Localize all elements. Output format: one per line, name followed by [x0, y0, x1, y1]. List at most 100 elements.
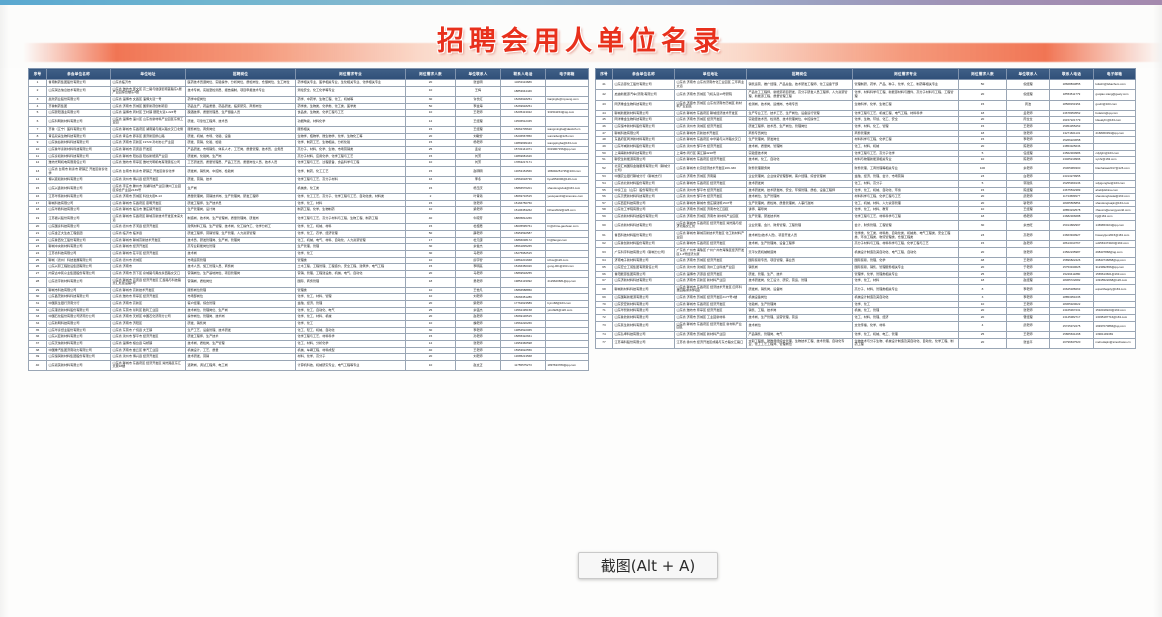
cell-company: 山东颐阳酒业有限公司 [46, 109, 111, 117]
cell-index: 6 [28, 115, 47, 128]
cell-position: 市场部岗位 [185, 293, 296, 302]
cell-index: 21 [28, 230, 47, 238]
cell-position: 生产管理岗、质检岗、质量管理岗、人事行政岗 [746, 199, 853, 208]
cell-address: 山东省 济南市 高新区 新材料产业园 [674, 277, 747, 285]
cell-phone: 18553511779 [1049, 89, 1094, 101]
table-row: 2 山东润达信息技术有限公司 山东省 潍坊市 奎文区 高二路与健康街南首路东1层产业… [28, 85, 589, 97]
cell-contact: 周洁 [1006, 99, 1050, 111]
cell-position: 研发工程师、技术员、生产岗位、管理岗位 [746, 123, 853, 131]
cell-contact: 刘敏智 [455, 132, 501, 141]
cell-company: 聊城新材料科技有限公司 [612, 283, 675, 296]
cell-company: 鲁南制药集团股份有限公司 [46, 79, 111, 87]
cell-count: 10 [405, 256, 456, 265]
cell-contact: 王梅 [455, 85, 501, 97]
cell-address: 山东省 聊城市 东昌府区 经济开发区 [674, 179, 747, 188]
cell-position: 生产工艺、设备管理、技术研发 [185, 326, 296, 335]
page-edge-left [0, 5, 9, 617]
cell-index: 66 [595, 270, 613, 279]
cell-company: 同洋重金生物科技有限公司 [612, 116, 675, 125]
cell-major: 化学、化工、机械、电工、管理 [852, 330, 959, 339]
cell-email: 1532018223@163.com [1093, 307, 1136, 315]
cell-email [1093, 300, 1136, 309]
cell-position: 生产管理、研发技术岗 [746, 213, 853, 221]
cell-count: 8 [958, 283, 1007, 296]
cell-address: 山东省 聊城市 东昌府区 经济开发区 湖光路与经济北路交汇处 [674, 219, 747, 232]
cell-position: 研发、管理、生产、技术 [746, 270, 853, 279]
cell-position: 技术人员、施工管理人员、商务岗 [185, 263, 296, 271]
cell-contact: 张老师 [455, 339, 501, 348]
cell-major: 机械设计制造及其自动化、电气工程、自动化 [852, 246, 959, 259]
cell-index: 51 [595, 156, 613, 164]
table-row: 52 北京汇城国际金融服务有限公司（聊城分公司） 山东省 聊城市 北京经济技术开发区… [595, 162, 1136, 175]
cell-email: hjj@163.com [1093, 213, 1136, 221]
cell-index: 49 [595, 143, 613, 151]
cell-major: 化学、化工 [295, 320, 406, 328]
table-row: 29 聊城市科技有限公司 山东省 聊城市 高新技术开发区 服务岗位管理 管理类 10 王怡凡… [28, 286, 589, 295]
col-header-major: 岗位需求专业 [295, 68, 406, 80]
cell-email [545, 293, 589, 302]
cell-phone: 16796637520 [1049, 337, 1094, 349]
cell-count: 18 [958, 277, 1007, 285]
table-row: 10 山东鲁华泰新材料科技有限公司 山东省 聊城市 高唐县 开发区 产品研发、市场销售… [28, 146, 589, 154]
cell-index: 77 [595, 337, 613, 349]
cell-email [1093, 143, 1136, 151]
cell-major: 化学工程与工艺、高分子化学 [852, 149, 959, 158]
table-row: 15 山东兴鑫新材料有限公司 山东省 枣庄市 滕州市 滨湖科技产业园 滕州工业园区综… [28, 182, 589, 195]
recruiter-table-left: 序号 参会单位名称 单位地址 招聘岗位 岗位需求专业 岗位需求人数 单位联系人 … [28, 68, 589, 372]
cell-phone: 13053154566 [500, 165, 546, 178]
cell-index: 71 [595, 307, 613, 315]
cell-email [545, 286, 589, 295]
cell-phone: 13506512345 [500, 115, 546, 128]
cell-phone: 15269918251 [500, 102, 546, 111]
cell-count: 15 [405, 182, 456, 195]
cell-phone: 15865631268 [1049, 330, 1094, 339]
cell-company: 济南电子新材料有限公司 [612, 257, 675, 265]
cell-index: 42 [595, 89, 613, 101]
cell-index: 59 [595, 213, 613, 221]
cell-position: 生产管理岗、设计岗 [185, 206, 296, 215]
cell-index: 50 [595, 149, 613, 158]
cell-major: 财务管理、工商管理等相关专业 [852, 162, 959, 175]
cell-address: 山东省 滨州市 邹平市 经济开发区 [110, 333, 186, 341]
cell-index: 8 [28, 132, 47, 141]
banner-gradient-band [0, 43, 1162, 62]
cell-count: 40 [405, 213, 456, 225]
cell-phone: 15725372275 [1049, 320, 1094, 332]
cell-address: 山东省 济南市 历城区 济南路 [674, 173, 747, 181]
col-header-company: 参会单位名称 [46, 68, 111, 80]
cell-email [545, 313, 589, 321]
cell-phone: 15305380300 [1049, 162, 1094, 175]
cell-position: 技术员、研发管理岗、生产岗、管理岗 [185, 236, 296, 245]
cell-email [545, 339, 589, 348]
cell-major: 机械类、化工类 [295, 182, 406, 195]
cell-major: 高分子、材料、化学、生物、市场营销类 [295, 146, 406, 154]
table-row: 59 山东省新材料科技股份有限公司 山东省 济南市 历城区 济南市 新材料产业园区生… [595, 213, 1136, 221]
cell-count: 20 [958, 314, 1007, 322]
cell-count: 2 [405, 193, 456, 201]
cell-address: 山东省 聊城市 临清市 潘庄镇开发区 [110, 206, 186, 215]
cell-position: 工艺研发员、质量管理员、产品工艺员、质量岗位人员、技术人员 [185, 159, 296, 167]
col-header-count: 岗位需求人数 [405, 68, 456, 80]
cell-major: 机械、车辆工程、材料成型 [295, 346, 406, 355]
table-row: 9 山东信谷新材料科技有限公司 山东省 济南市 高新区 19729 孙村办公产业园研… [28, 139, 589, 148]
cell-phone: 18365320022 [1049, 300, 1094, 309]
cell-email: zhaoxin@energyworld.com [1093, 206, 1136, 215]
cell-address: 山东省 聊城市 聊城高新技术开发区 化工新材料产业园 [674, 230, 747, 242]
cell-major: 管理学、化学、管理类相关专业 [852, 270, 959, 279]
cell-index: 19 [28, 213, 47, 225]
page-edge-right [1153, 5, 1162, 617]
cell-position: 选聘岗、调试工程师、电工岗 [185, 359, 296, 372]
cell-company: 山东信谷新材料科技有限公司 [46, 139, 111, 148]
cell-email [1093, 136, 1136, 145]
cell-index: 70 [595, 300, 613, 309]
cell-contact: 任经理 [1006, 149, 1050, 158]
cell-major: 化学工程与工艺、过程装备、食品科学与工程 [295, 159, 406, 167]
cell-contact: 李老师 [1006, 294, 1050, 302]
cell-address: 山东省 济南市 山东省济南市化工业园区 三环商业大道 [674, 78, 747, 91]
cell-index: 61 [595, 230, 613, 242]
cell-email [545, 346, 589, 355]
cell-count: 3 [958, 294, 1007, 302]
table-row: 62 山东鲁创新材料股份有限公司 山东省 聊城市 东昌府区 经济开发区 技术岗、生产管… [595, 240, 1136, 248]
cell-index: 14 [28, 176, 47, 184]
cell-count: 20 [405, 79, 456, 87]
